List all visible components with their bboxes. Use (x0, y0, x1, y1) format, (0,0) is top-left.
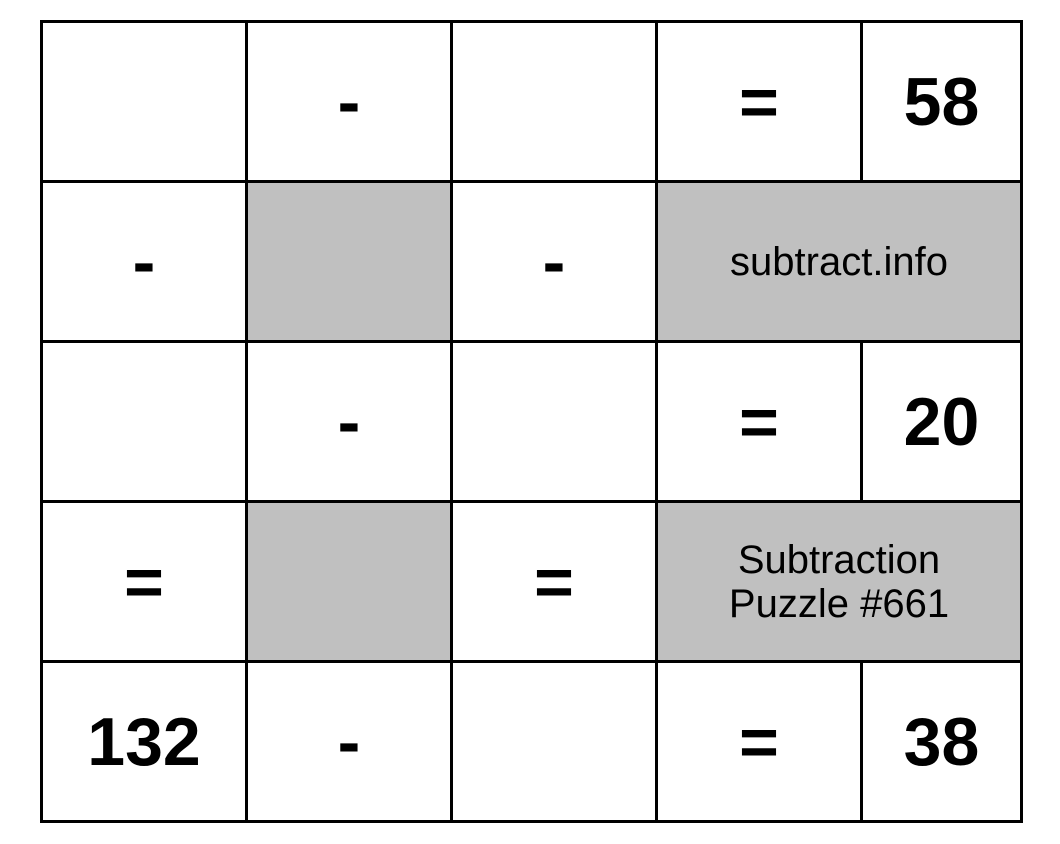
blank-cell[interactable] (452, 662, 657, 822)
gray-spacer-cell (247, 182, 452, 342)
given-cell: 132 (42, 662, 247, 822)
equals-operator: = (42, 502, 247, 662)
puzzle-title: SubtractionPuzzle #661 (657, 502, 1022, 662)
subtraction-puzzle-grid: - = 58 - - subtract.info - = 20 = = Subt… (40, 20, 1023, 823)
minus-operator: - (247, 342, 452, 502)
puzzle-row-2: - - subtract.info (42, 182, 1022, 342)
blank-cell[interactable] (42, 22, 247, 182)
equals-operator: = (452, 502, 657, 662)
minus-operator: - (452, 182, 657, 342)
gray-spacer-cell (247, 502, 452, 662)
result-cell: 38 (862, 662, 1022, 822)
puzzle-container: - = 58 - - subtract.info - = 20 = = Subt… (40, 20, 1023, 823)
puzzle-row-4: = = SubtractionPuzzle #661 (42, 502, 1022, 662)
blank-cell[interactable] (452, 22, 657, 182)
puzzle-row-1: - = 58 (42, 22, 1022, 182)
minus-operator: - (42, 182, 247, 342)
puzzle-row-5: 132 - = 38 (42, 662, 1022, 822)
result-cell: 58 (862, 22, 1022, 182)
result-cell: 20 (862, 342, 1022, 502)
blank-cell[interactable] (42, 342, 247, 502)
equals-operator: = (657, 662, 862, 822)
minus-operator: - (247, 662, 452, 822)
equals-operator: = (657, 342, 862, 502)
site-credit: subtract.info (657, 182, 1022, 342)
equals-operator: = (657, 22, 862, 182)
blank-cell[interactable] (452, 342, 657, 502)
puzzle-row-3: - = 20 (42, 342, 1022, 502)
minus-operator: - (247, 22, 452, 182)
